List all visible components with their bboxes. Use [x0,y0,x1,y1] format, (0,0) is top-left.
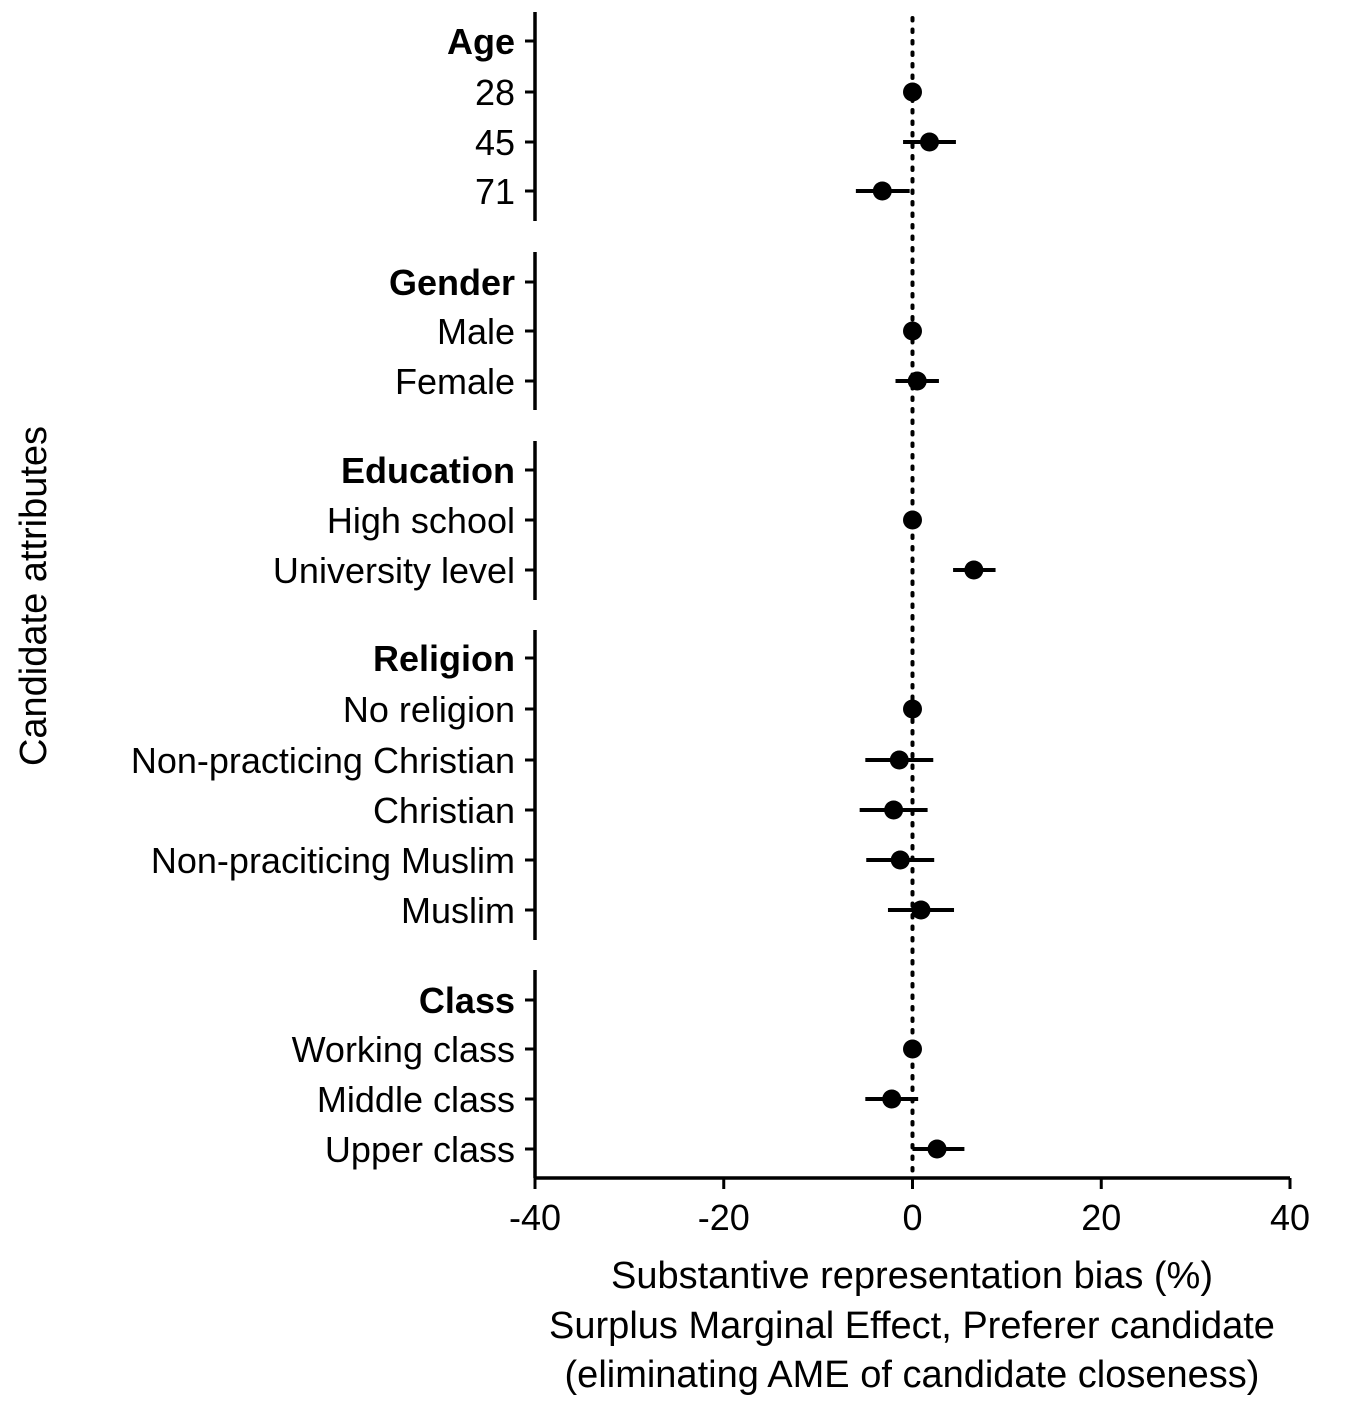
y-tick-label-non-praciticing-muslim: Non-praciticing Muslim [151,840,515,881]
y-axis-title: Candidate attributes [13,426,55,766]
y-tick-label-28: 28 [475,72,515,113]
point-45 [919,132,939,152]
point-non-practicing-christian [889,750,909,770]
x-tick-label: 0 [902,1197,922,1238]
y-tick-label-university-level: University level [273,550,515,591]
point-middle-class [882,1089,902,1109]
x-tick-label: -20 [698,1197,750,1238]
y-tick-label-upper-class: Upper class [325,1129,515,1170]
point-71 [872,181,892,201]
point-28 [903,82,922,102]
error-bars [855,140,996,1151]
point-muslim [911,900,931,920]
y-tick-label-working-class: Working class [292,1029,515,1070]
point-working-class [903,1039,922,1059]
group-title-age: Age [447,21,515,62]
y-tick-label-middle-class: Middle class [317,1079,515,1120]
estimate-points [872,82,984,1159]
group-title-gender: Gender [389,262,515,303]
y-tick-label-no-religion: No religion [343,689,515,730]
y-tick-label-45: 45 [475,122,515,163]
y-tick-label-male: Male [437,311,515,352]
point-university-level [964,560,984,580]
x-axis-title-line-2: Surplus Marginal Effect, Preferer candid… [549,1305,1275,1347]
group-title-class: Class [419,980,515,1021]
point-no-religion [903,699,922,719]
group-title-religion: Religion [373,638,515,679]
y-tick-label-non-practicing-christian: Non-practicing Christian [131,740,515,781]
x-axis-title-line-3: (eliminating AME of candidate closeness) [565,1354,1260,1396]
y-tick-label-high-school: High school [327,500,515,541]
point-non-praciticing-muslim [890,850,910,870]
point-christian [884,800,904,820]
x-axis: -40 -20 0 20 40 [509,1176,1310,1238]
y-tick-label-female: Female [395,361,515,402]
group-title-education: Education [341,450,515,491]
x-axis-title-line-1: Substantive representation bias (%) [611,1255,1213,1297]
x-tick-label: -40 [509,1197,561,1238]
point-male [903,321,922,341]
point-female [907,371,927,391]
y-tick-label-christian: Christian [373,790,515,831]
x-tick-label: 40 [1270,1197,1310,1238]
y-tick-label-muslim: Muslim [401,890,515,931]
point-high-school [903,510,922,530]
y-tick-label-71: 71 [475,171,515,212]
x-tick-label: 20 [1081,1197,1121,1238]
y-axis: Age 28 45 71 Gender Male Female Education High s… [131,12,537,1178]
point-upper-class [927,1139,947,1159]
